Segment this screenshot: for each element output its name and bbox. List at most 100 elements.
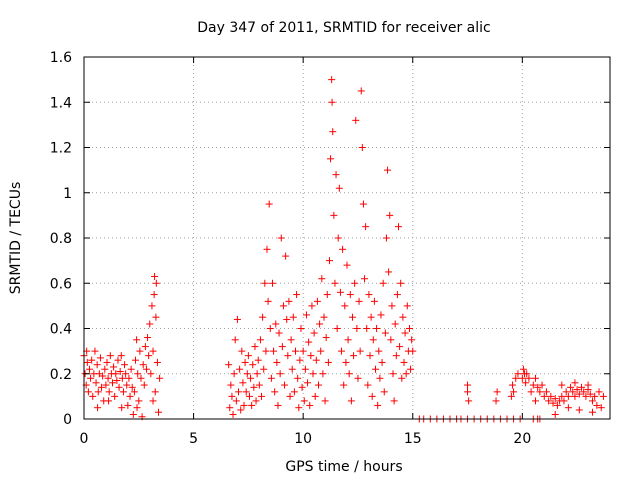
data-point (155, 408, 163, 416)
data-point (346, 291, 354, 299)
data-point (542, 388, 550, 396)
data-point (140, 381, 148, 389)
data-point (599, 392, 607, 400)
data-point (347, 397, 355, 405)
data-point (288, 365, 296, 373)
data-point (256, 336, 264, 344)
data-point (553, 401, 561, 409)
data-point (253, 370, 261, 378)
data-point (226, 404, 234, 412)
data-point (231, 336, 239, 344)
data-point (534, 383, 542, 391)
y-tick-label: 1.6 (50, 50, 72, 66)
data-point (104, 374, 112, 382)
data-point (308, 302, 316, 310)
data-point (327, 155, 335, 163)
data-point (527, 388, 535, 396)
data-point (363, 325, 371, 332)
data-point (400, 358, 408, 366)
data-point (519, 365, 527, 373)
data-point (376, 374, 384, 382)
data-point (354, 374, 362, 382)
data-point (141, 343, 149, 351)
data-point (531, 374, 539, 382)
data-point (547, 392, 555, 400)
data-point (152, 279, 160, 287)
data-point (373, 325, 381, 332)
data-point (106, 352, 114, 360)
data-point (334, 234, 342, 242)
data-point (127, 365, 135, 373)
data-point (540, 392, 548, 400)
data-point (531, 397, 539, 405)
data-point (233, 315, 241, 323)
data-point (323, 291, 331, 299)
data-point (112, 370, 120, 378)
data-point (267, 374, 275, 382)
data-point (538, 381, 546, 389)
data-point (118, 374, 126, 382)
data-point (225, 361, 233, 369)
data-point (403, 302, 411, 310)
data-point (273, 358, 281, 366)
data-point (398, 374, 406, 382)
data-point (286, 392, 294, 400)
data-point (569, 388, 577, 396)
data-point (283, 315, 291, 323)
data-point (310, 329, 318, 337)
x-tick-label: 5 (189, 431, 198, 447)
y-tick-label: 1.2 (50, 141, 72, 157)
data-point (396, 343, 404, 351)
data-point (573, 386, 581, 394)
data-point (85, 365, 93, 373)
data-point (126, 392, 134, 400)
data-point (366, 352, 374, 360)
x-tick-label: 0 (80, 431, 89, 447)
data-point (238, 347, 246, 355)
data-point (367, 313, 375, 321)
data-point (464, 381, 472, 389)
data-point (317, 347, 325, 355)
data-point (321, 397, 329, 405)
data-point (309, 370, 317, 378)
data-point (379, 279, 387, 287)
data-point (248, 401, 256, 409)
data-point (255, 381, 263, 389)
data-point (151, 388, 159, 396)
data-point (560, 397, 568, 405)
data-point (331, 279, 339, 287)
data-point (235, 388, 243, 396)
data-point (388, 302, 396, 310)
data-point (393, 291, 401, 299)
data-point (408, 336, 416, 344)
data-point (580, 388, 588, 396)
data-point (307, 352, 315, 360)
data-point (391, 320, 399, 328)
data-point (353, 325, 361, 332)
data-point (134, 370, 142, 378)
data-point (289, 313, 297, 321)
data-point (105, 397, 113, 405)
data-point (522, 379, 530, 387)
data-point (121, 361, 129, 369)
data-point (545, 397, 553, 405)
data-point (242, 388, 250, 396)
data-point (371, 365, 379, 373)
axis-ticks: 0 0.2 0.4 0.6 0.8 1 1.2 1.4 1.6 0 5 10 15 20 (50, 50, 610, 447)
data-point (549, 399, 557, 407)
y-tick-label: 0.8 (50, 231, 72, 247)
data-point (361, 275, 369, 283)
data-point (153, 358, 161, 366)
data-point (512, 374, 520, 382)
data-point (129, 410, 137, 418)
data-point (144, 334, 152, 342)
data-point (137, 374, 145, 382)
data-point (387, 336, 395, 344)
data-point (390, 397, 398, 405)
data-point (124, 401, 132, 409)
data-point (305, 338, 313, 346)
data-point (113, 377, 121, 385)
grid-lines (84, 57, 610, 419)
data-point (125, 374, 133, 382)
data-point (338, 347, 346, 355)
